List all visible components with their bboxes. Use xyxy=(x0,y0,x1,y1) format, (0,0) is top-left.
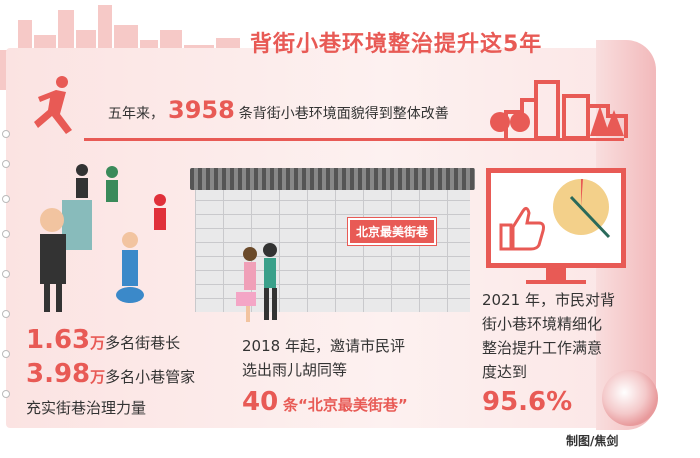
lane-sign: 北京最美街巷 xyxy=(346,217,438,246)
couple-illustration xyxy=(236,243,277,322)
right-line-3: 整治提升工作满意 xyxy=(482,339,603,357)
buildings-trees-icon xyxy=(490,80,628,138)
monitor-base xyxy=(526,280,586,284)
right-line-1: 2021 年，市民对背 xyxy=(482,291,615,309)
brick-wall xyxy=(195,172,470,312)
street-chiefs-stat: 1.63万多名街巷长 xyxy=(26,325,181,355)
page-title: 背街小巷环境整治提升这5年 xyxy=(250,32,543,57)
credit: 制图/焦剑 xyxy=(566,434,619,448)
lane-stewards-stat: 3.98万多名小巷管家 xyxy=(26,359,196,389)
left-caption: 充实街巷治理力量 xyxy=(26,399,147,417)
runner-icon xyxy=(34,76,72,134)
right-line-2: 街小巷环境精细化 xyxy=(482,315,603,333)
people-illustration xyxy=(40,164,166,312)
thumbs-up-pie-icon xyxy=(499,178,611,251)
beautiful-lanes-stat: 40 条“北京最美街巷” xyxy=(242,387,408,417)
right-line-4: 度达到 xyxy=(482,363,528,381)
scroll-curl-end xyxy=(602,370,658,426)
satisfaction-rate: 95.6% xyxy=(482,387,573,417)
middle-line-1: 2018 年起，邀请市民评 xyxy=(242,337,405,355)
monitor-illustration xyxy=(486,168,626,268)
lead-text: 五年来， 3958 条背街小巷环境面貌得到整体改善 xyxy=(108,96,449,124)
middle-line-2: 选出雨儿胡同等 xyxy=(242,361,348,379)
lanes-improved-count: 3958 xyxy=(168,96,235,124)
monitor-stand xyxy=(546,268,566,282)
wall-roof xyxy=(190,168,475,190)
divider xyxy=(84,138,624,141)
